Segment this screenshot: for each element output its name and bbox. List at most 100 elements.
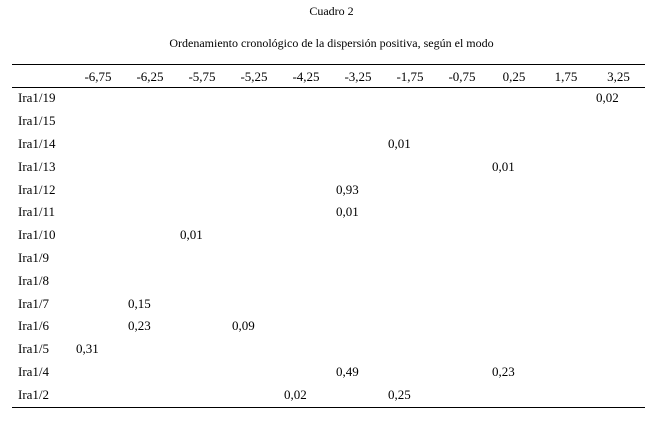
table-cell: [176, 269, 228, 292]
table-cell: [280, 133, 332, 156]
table-cell: [384, 247, 436, 270]
table-cell: [592, 201, 645, 224]
table-cell: [540, 315, 592, 338]
table-cell: [124, 338, 176, 361]
table-cell: [488, 178, 540, 201]
table-cell: [72, 110, 124, 133]
table-cell: [592, 178, 645, 201]
table-cell: [436, 247, 488, 270]
table-row: Ira1/14 0,01: [12, 133, 645, 156]
table-cell: [124, 133, 176, 156]
table-cell: [72, 178, 124, 201]
row-label: Ira1/11: [18, 204, 56, 220]
table-row: Ira1/9: [12, 247, 645, 270]
table-cell: [124, 247, 176, 270]
table-cell: [436, 87, 488, 110]
column-header: -6,25: [136, 68, 164, 84]
table-cell: [540, 338, 592, 361]
table-cell: [228, 383, 280, 406]
table-cell: [436, 155, 488, 178]
table-cell: [228, 178, 280, 201]
table-cell: [228, 110, 280, 133]
table-cell: [540, 155, 592, 178]
dispersion-table: -6,75 -6,25 -5,75 -5,25 -4,25 -3,25 -1,75 -0,75…: [12, 66, 645, 406]
row-label: Ira1/4: [18, 363, 50, 379]
table-cell: [488, 110, 540, 133]
table-header: -6,75 -6,25 -5,75 -5,25 -4,25 -3,25 -1,75 -0,75…: [12, 66, 645, 87]
table-cell: [488, 315, 540, 338]
table-cell: [228, 269, 280, 292]
row-label: Ira1/5: [18, 341, 50, 357]
table-cell: [540, 361, 592, 384]
table-cell: [592, 133, 645, 156]
table-cell: [592, 361, 645, 384]
table-cell: [72, 155, 124, 178]
table-row: Ira1/11 0,01: [12, 201, 645, 224]
table-cell: [436, 383, 488, 406]
table-cell: [124, 383, 176, 406]
row-label: Ira1/7: [18, 295, 50, 311]
table-cell: [384, 201, 436, 224]
table-cell: [228, 224, 280, 247]
row-label: Ira1/12: [18, 181, 56, 197]
table-bottom-rule: [12, 407, 645, 408]
table-row: Ira1/15: [12, 110, 645, 133]
table-cell: [124, 110, 176, 133]
table-cell: [332, 292, 384, 315]
table-top-rule: [12, 64, 645, 65]
table-cell: [176, 338, 228, 361]
row-label: Ira1/10: [18, 227, 56, 243]
table-cell: [280, 110, 332, 133]
column-header: 0,25: [502, 68, 526, 84]
table-cell: [124, 87, 176, 110]
table-cell: [228, 247, 280, 270]
table-cell: [176, 201, 228, 224]
table-cell: 0,31: [76, 341, 99, 357]
table-cell: [72, 269, 124, 292]
table-cell: [332, 224, 384, 247]
table-caption-subtitle: Ordenamiento cronológico de la dispersió…: [169, 36, 494, 50]
table-cell: [176, 178, 228, 201]
table-cell: [228, 87, 280, 110]
table-row: Ira1/4 0,49 0,23: [12, 361, 645, 384]
table-cell: [280, 155, 332, 178]
table-cell: [540, 292, 592, 315]
table-cell: [436, 361, 488, 384]
column-header: -0,75: [448, 68, 476, 84]
table-row: Ira1/8: [12, 269, 645, 292]
table-cell: [332, 315, 384, 338]
table-cell: [592, 292, 645, 315]
table-cell: [436, 178, 488, 201]
table-cell: [488, 338, 540, 361]
table-row: Ira1/6 0,23 0,09: [12, 315, 645, 338]
table-cell: 0,01: [388, 135, 411, 151]
row-label: Ira1/14: [18, 135, 56, 151]
table-cell: [176, 361, 228, 384]
column-header: 3,25: [607, 68, 630, 84]
table-cell: 0,02: [284, 386, 307, 402]
table-cell: [228, 155, 280, 178]
table-cell: [332, 87, 384, 110]
table-caption-title: Cuadro 2: [309, 4, 354, 18]
row-label: Ira1/8: [18, 272, 50, 288]
row-label: Ira1/6: [18, 318, 50, 334]
table-cell: [228, 201, 280, 224]
table-cell: 0,01: [492, 158, 515, 174]
table-cell: [488, 87, 540, 110]
table-cell: [124, 224, 176, 247]
table-cell: [488, 224, 540, 247]
column-header: -1,75: [396, 68, 424, 84]
table-cell: [332, 110, 384, 133]
table-cell: [280, 247, 332, 270]
table-cell: [436, 338, 488, 361]
table-cell: [280, 87, 332, 110]
table-cell: [332, 155, 384, 178]
table-cell: 0,01: [180, 227, 203, 243]
table-cell: [176, 155, 228, 178]
table-cell: [332, 338, 384, 361]
table-cell: [124, 269, 176, 292]
row-label: Ira1/13: [18, 158, 56, 174]
table-cell: [540, 201, 592, 224]
table-row: Ira1/13 0,01: [12, 155, 645, 178]
column-header: -5,75: [188, 68, 216, 84]
